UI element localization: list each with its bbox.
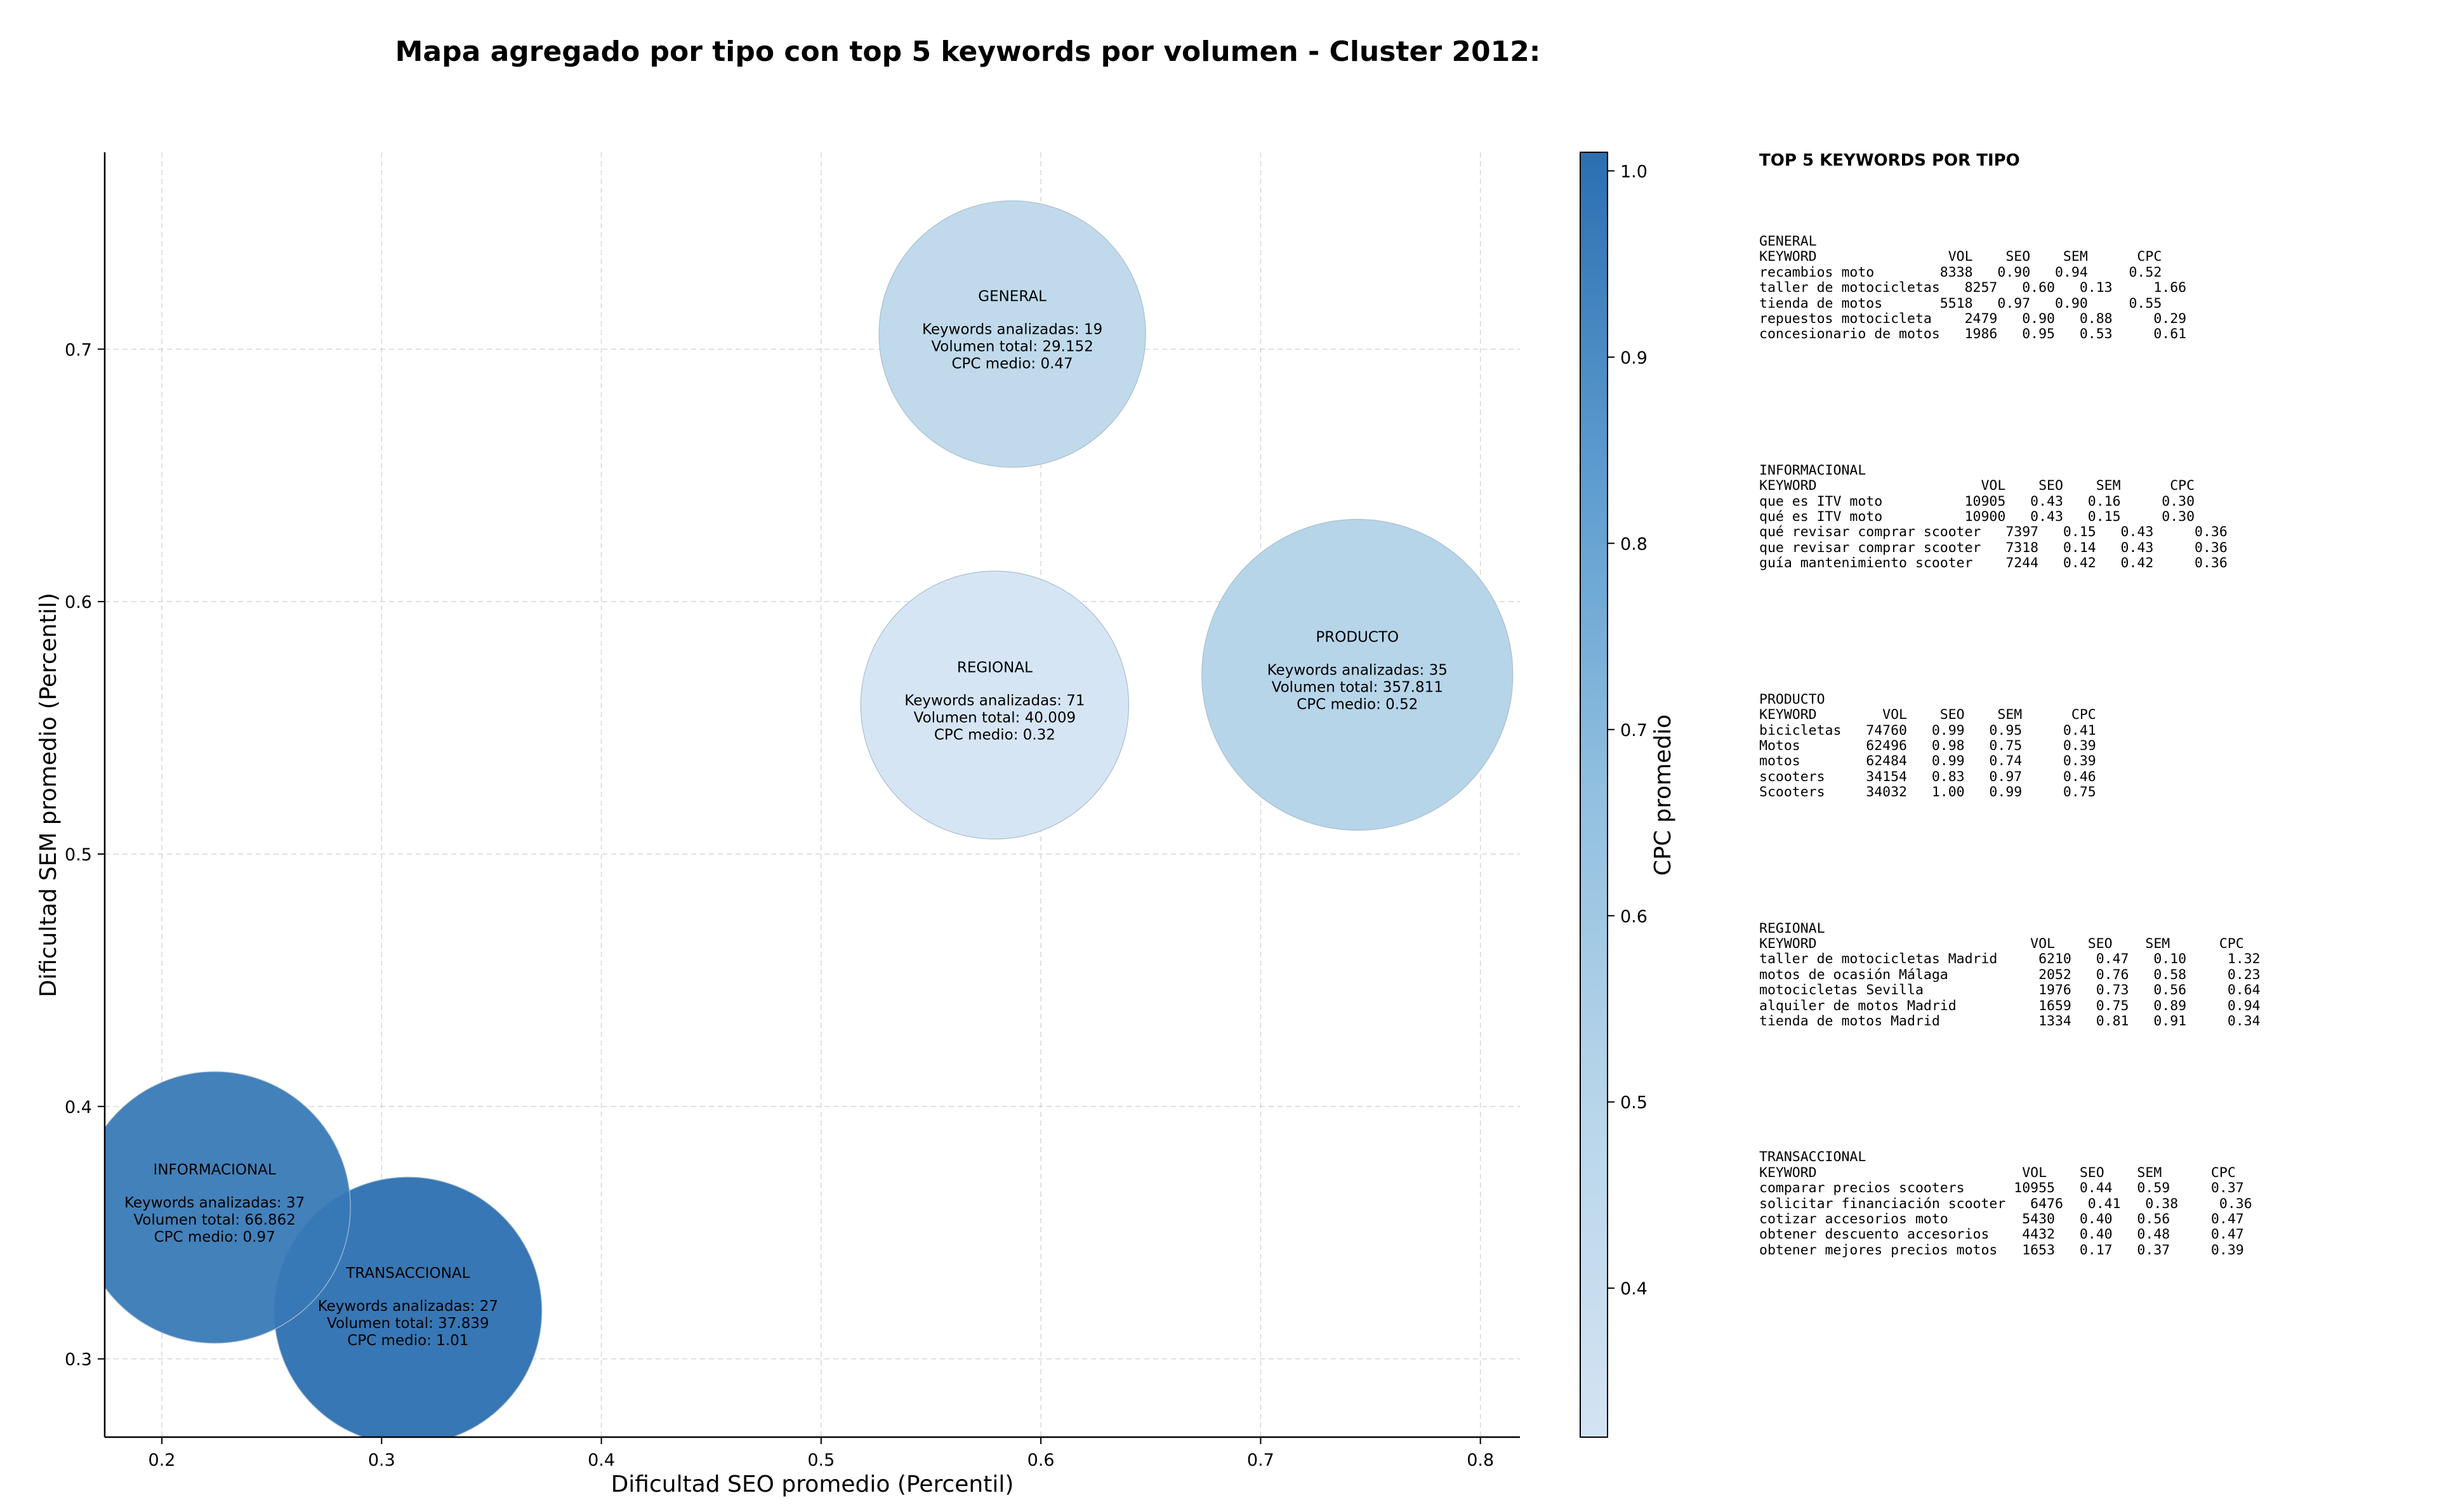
- bubble-producto-detail: CPC medio: 0.52: [1297, 697, 1418, 713]
- y-axis-ticks: 0.3 0.4 0.5 0.6 0.7: [65, 340, 105, 1370]
- keyword-block-informacional: INFORMACIONAL KEYWORD VOL SEO SEM CPC que …: [1759, 463, 2419, 572]
- y-axis-label: Dificultad SEM promedio (Percentil): [36, 593, 62, 997]
- keyword-row: alquiler de motos Madrid 1659 0.75 0.89 …: [1759, 997, 2261, 1014]
- bubble-regional-detail: CPC medio: 0.32: [934, 726, 1055, 743]
- bubble-informacional-detail: CPC medio: 0.97: [154, 1229, 275, 1246]
- bubble-regional-label: REGIONAL: [957, 659, 1033, 676]
- keyword-row: qué revisar comprar scooter 7397 0.15 0.…: [1759, 524, 2228, 541]
- x-axis-label: Dificultad SEO promedio (Percentil): [611, 1471, 1014, 1497]
- keyword-row: bicicletas 74760 0.99 0.95 0.41: [1759, 722, 2096, 739]
- bubble-general-label: GENERAL: [978, 288, 1047, 305]
- colorbar-ticks: 0.4 0.5 0.6 0.7 0.8 0.9 1.0: [1608, 162, 1648, 1299]
- keyword-block-transaccional: TRANSACCIONAL KEYWORD VOL SEO SEM CPC comp…: [1759, 1149, 2419, 1258]
- x-tick-label: 0.6: [1027, 1450, 1055, 1470]
- panel-title: TOP 5 KEYWORDS POR TIPO: [1759, 151, 2020, 170]
- keyword-table-header: KEYWORD VOL SEO SEM CPC: [1759, 935, 2244, 952]
- keyword-block-heading: REGIONAL: [1759, 920, 1825, 937]
- bubble-general-detail: Keywords analizadas: 19: [922, 321, 1102, 338]
- y-tick-label: 0.3: [65, 1350, 92, 1370]
- keyword-row: obtener mejores precios motos 1653 0.17 …: [1759, 1242, 2244, 1258]
- colorbar-label: CPC promedio: [1650, 714, 1676, 876]
- colorbar-tick-label: 1.0: [1620, 162, 1648, 181]
- keyword-row: qué es ITV moto 10900 0.43 0.15 0.30: [1759, 509, 2195, 525]
- keyword-row: concesionario de motos 1986 0.95 0.53 0.…: [1759, 326, 2187, 343]
- keyword-row: Scooters 34032 1.00 0.99 0.75: [1759, 784, 2096, 801]
- x-tick-label: 0.8: [1467, 1450, 1494, 1470]
- keyword-block-heading: TRANSACCIONAL: [1759, 1149, 1866, 1166]
- keyword-block-heading: INFORMACIONAL: [1759, 462, 1866, 478]
- x-tick-label: 0.5: [807, 1450, 835, 1470]
- colorbar-tick-label: 0.4: [1620, 1279, 1648, 1299]
- keyword-block-regional: REGIONAL KEYWORD VOL SEO SEM CPC taller de…: [1759, 921, 2419, 1030]
- bubble-producto: [1201, 518, 1514, 831]
- x-tick-label: 0.3: [368, 1450, 395, 1470]
- keyword-row: guía mantenimiento scooter 7244 0.42 0.4…: [1759, 555, 2228, 572]
- bubble-transaccional-label: TRANSACCIONAL: [345, 1265, 470, 1282]
- bubble-producto-label: PRODUCTO: [1316, 629, 1399, 646]
- bubble-general-detail: CPC medio: 0.47: [952, 355, 1073, 372]
- keyword-row: repuestos motocicleta 2479 0.90 0.88 0.2…: [1759, 311, 2187, 327]
- keyword-table-header: KEYWORD VOL SEO SEM CPC: [1759, 1164, 2236, 1181]
- keyword-row: motocicletas Sevilla 1976 0.73 0.56 0.64: [1759, 982, 2261, 999]
- bubble-transaccional-detail: Volumen total: 37.839: [327, 1315, 489, 1332]
- keyword-row: solicitar financiación scooter 6476 0.41…: [1759, 1195, 2252, 1212]
- bubble-transaccional-detail: CPC medio: 1.01: [347, 1332, 468, 1349]
- y-tick-label: 0.5: [65, 845, 92, 865]
- keyword-row: recambios moto 8338 0.90 0.94 0.52: [1759, 264, 2162, 280]
- keyword-table-header: KEYWORD VOL SEO SEM CPC: [1759, 707, 2096, 723]
- colorbar-tick-label: 0.6: [1620, 907, 1648, 926]
- bubble-transaccional-detail: Keywords analizadas: 27: [318, 1298, 498, 1315]
- colorbar-tick-label: 0.5: [1620, 1093, 1648, 1113]
- bubble-regional: [860, 570, 1130, 840]
- bubble-informacional-label: INFORMACIONAL: [154, 1162, 276, 1178]
- colorbar-tick-label: 0.7: [1620, 721, 1648, 740]
- keyword-row: tienda de motos 5518 0.97 0.90 0.55: [1759, 295, 2162, 312]
- chart-title: Mapa agregado por tipo con top 5 keyword…: [395, 36, 1541, 68]
- keyword-row: comparar precios scooters 10955 0.44 0.5…: [1759, 1180, 2244, 1197]
- y-tick-label: 0.6: [65, 593, 92, 612]
- keyword-row: que revisar comprar scooter 7318 0.14 0.…: [1759, 539, 2228, 556]
- bubble-general: [878, 200, 1146, 468]
- keyword-blocks: GENERAL KEYWORD VOL SEO SEM CPC recambios …: [1759, 233, 2419, 1258]
- bubble-informacional: [105, 1071, 351, 1344]
- keyword-table-header: KEYWORD VOL SEO SEM CPC: [1759, 478, 2195, 494]
- keyword-block-heading: PRODUCTO: [1759, 691, 1825, 707]
- x-tick-label: 0.7: [1247, 1450, 1274, 1470]
- y-tick-label: 0.4: [65, 1098, 92, 1117]
- y-tick-label: 0.7: [65, 340, 92, 360]
- keyword-block-heading: GENERAL: [1759, 233, 1817, 249]
- keyword-block-producto: PRODUCTO KEYWORD VOL SEO SEM CPC bicicleta…: [1759, 692, 2419, 801]
- colorbar: [1580, 152, 1608, 1438]
- bubble-producto-detail: Keywords analizadas: 35: [1267, 662, 1448, 679]
- keyword-row: cotizar accesorios moto 5430 0.40 0.56 0…: [1759, 1211, 2244, 1227]
- top-keywords-panel: TOP 5 KEYWORDS POR TIPO GENERAL KEYWORD V…: [1759, 151, 2419, 1379]
- x-tick-label: 0.2: [149, 1450, 176, 1470]
- keyword-row: taller de motocicletas Madrid 6210 0.47 …: [1759, 951, 2261, 968]
- keyword-row: motos 62484 0.99 0.74 0.39: [1759, 753, 2096, 770]
- x-tick-label: 0.4: [588, 1450, 615, 1470]
- colorbar-tick-label: 0.9: [1620, 348, 1648, 368]
- bubble-producto-detail: Volumen total: 357.811: [1272, 680, 1443, 696]
- keyword-table-header: KEYWORD VOL SEO SEM CPC: [1759, 249, 2162, 265]
- colorbar-tick-label: 0.8: [1620, 534, 1648, 554]
- keyword-row: Motos 62496 0.98 0.75 0.39: [1759, 737, 2096, 754]
- keyword-row: scooters 34154 0.83 0.97 0.46: [1759, 768, 2096, 785]
- bubble-layer: [105, 200, 1514, 1437]
- bubble-general-detail: Volumen total: 29.152: [931, 338, 1093, 355]
- bubble-informacional-detail: Volumen total: 66.862: [133, 1212, 296, 1228]
- keyword-row: motos de ocasión Málaga 2052 0.76 0.58 0…: [1759, 966, 2261, 983]
- bubble-regional-detail: Keywords analizadas: 71: [904, 692, 1085, 709]
- keyword-row: que es ITV moto 10905 0.43 0.16 0.30: [1759, 493, 2195, 509]
- keyword-row: taller de motocicletas 8257 0.60 0.13 1.…: [1759, 280, 2187, 296]
- x-axis-ticks: 0.2 0.3 0.4 0.5 0.6 0.7 0.8: [149, 1437, 1494, 1470]
- bubble-regional-detail: Volumen total: 40.009: [914, 709, 1076, 726]
- keyword-block-general: GENERAL KEYWORD VOL SEO SEM CPC recambios …: [1759, 233, 2419, 343]
- keyword-row: tienda de motos Madrid 1334 0.81 0.91 0.…: [1759, 1013, 2261, 1029]
- keyword-row: obtener descuento accesorios 4432 0.40 0…: [1759, 1226, 2244, 1243]
- bubble-informacional-detail: Keywords analizadas: 37: [124, 1195, 305, 1211]
